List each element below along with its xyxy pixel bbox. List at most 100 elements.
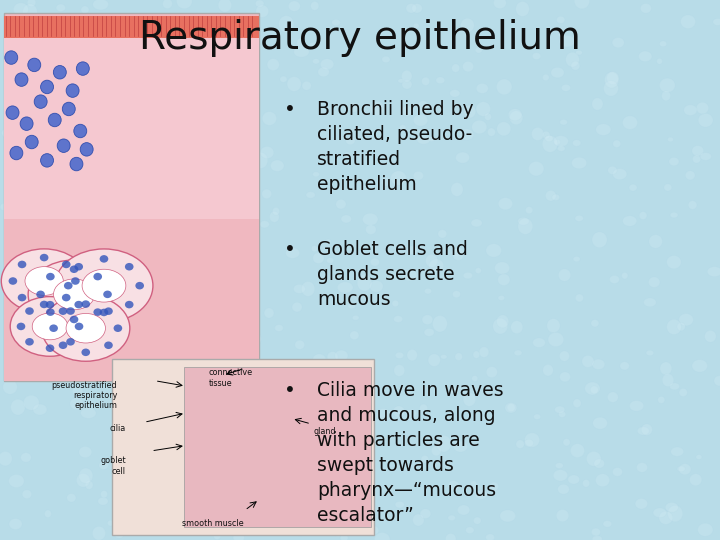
Ellipse shape	[103, 44, 118, 55]
Ellipse shape	[370, 101, 384, 116]
Ellipse shape	[613, 468, 623, 476]
Ellipse shape	[274, 325, 284, 332]
Ellipse shape	[28, 58, 41, 72]
Ellipse shape	[524, 440, 534, 447]
Ellipse shape	[260, 146, 274, 159]
Text: •: •	[284, 100, 296, 119]
Ellipse shape	[287, 400, 295, 407]
Ellipse shape	[469, 485, 475, 490]
Ellipse shape	[532, 52, 541, 59]
Ellipse shape	[401, 106, 414, 116]
Ellipse shape	[302, 281, 315, 296]
Ellipse shape	[667, 319, 681, 335]
Ellipse shape	[129, 58, 135, 63]
Ellipse shape	[234, 108, 241, 114]
Ellipse shape	[230, 50, 241, 61]
Ellipse shape	[158, 446, 169, 455]
Ellipse shape	[644, 298, 656, 307]
Ellipse shape	[82, 23, 98, 40]
Ellipse shape	[671, 447, 684, 456]
Ellipse shape	[665, 502, 678, 512]
Ellipse shape	[533, 338, 545, 347]
Ellipse shape	[119, 428, 128, 437]
Ellipse shape	[359, 448, 367, 456]
Ellipse shape	[158, 229, 172, 245]
Ellipse shape	[138, 180, 153, 194]
Ellipse shape	[575, 215, 583, 221]
Ellipse shape	[629, 401, 644, 411]
Circle shape	[1, 249, 87, 313]
Ellipse shape	[557, 509, 569, 522]
Ellipse shape	[575, 0, 590, 9]
Ellipse shape	[696, 102, 708, 114]
Ellipse shape	[438, 230, 447, 238]
Bar	[112, 359, 374, 535]
Ellipse shape	[66, 84, 79, 97]
Ellipse shape	[103, 291, 112, 298]
Ellipse shape	[562, 84, 570, 91]
Ellipse shape	[9, 39, 23, 50]
Ellipse shape	[657, 58, 662, 64]
Ellipse shape	[621, 272, 628, 279]
Ellipse shape	[64, 282, 73, 289]
Ellipse shape	[225, 202, 233, 210]
Ellipse shape	[249, 333, 261, 345]
Text: cilia: cilia	[109, 424, 126, 433]
Bar	[4, 16, 259, 38]
Ellipse shape	[91, 234, 97, 239]
Ellipse shape	[451, 64, 459, 72]
Ellipse shape	[448, 481, 459, 491]
Ellipse shape	[192, 475, 200, 482]
Ellipse shape	[70, 316, 78, 323]
Ellipse shape	[46, 273, 55, 280]
Ellipse shape	[407, 409, 416, 417]
Ellipse shape	[158, 441, 169, 453]
Ellipse shape	[54, 308, 68, 319]
Ellipse shape	[461, 18, 474, 32]
Ellipse shape	[246, 335, 253, 343]
Ellipse shape	[677, 322, 685, 331]
Ellipse shape	[20, 117, 33, 131]
Ellipse shape	[307, 470, 315, 476]
Ellipse shape	[260, 221, 269, 228]
Text: smooth muscle: smooth muscle	[181, 519, 243, 529]
Ellipse shape	[693, 155, 701, 163]
Ellipse shape	[649, 277, 660, 287]
Ellipse shape	[514, 350, 522, 356]
Ellipse shape	[49, 325, 58, 332]
Ellipse shape	[73, 310, 84, 320]
Ellipse shape	[362, 425, 370, 431]
Ellipse shape	[542, 136, 558, 152]
Ellipse shape	[327, 352, 338, 362]
Ellipse shape	[528, 161, 544, 176]
Ellipse shape	[507, 403, 515, 411]
Ellipse shape	[635, 498, 647, 509]
Ellipse shape	[394, 316, 402, 322]
Ellipse shape	[80, 143, 93, 156]
Ellipse shape	[230, 326, 239, 335]
Ellipse shape	[104, 117, 119, 129]
Ellipse shape	[41, 134, 51, 144]
Ellipse shape	[70, 157, 83, 171]
Ellipse shape	[426, 254, 438, 267]
Ellipse shape	[646, 350, 654, 356]
Ellipse shape	[96, 62, 112, 73]
Circle shape	[25, 267, 63, 295]
Ellipse shape	[510, 321, 523, 334]
Ellipse shape	[269, 211, 279, 222]
Ellipse shape	[370, 258, 379, 266]
Ellipse shape	[402, 70, 412, 82]
Ellipse shape	[714, 376, 720, 386]
Ellipse shape	[59, 341, 68, 349]
Ellipse shape	[65, 140, 74, 148]
Ellipse shape	[46, 308, 55, 316]
Ellipse shape	[558, 269, 571, 281]
Ellipse shape	[9, 518, 22, 530]
Ellipse shape	[56, 192, 71, 203]
Ellipse shape	[94, 273, 102, 280]
Ellipse shape	[609, 275, 619, 284]
Ellipse shape	[99, 255, 108, 262]
Ellipse shape	[48, 113, 61, 127]
Ellipse shape	[607, 71, 619, 85]
Ellipse shape	[466, 527, 474, 534]
